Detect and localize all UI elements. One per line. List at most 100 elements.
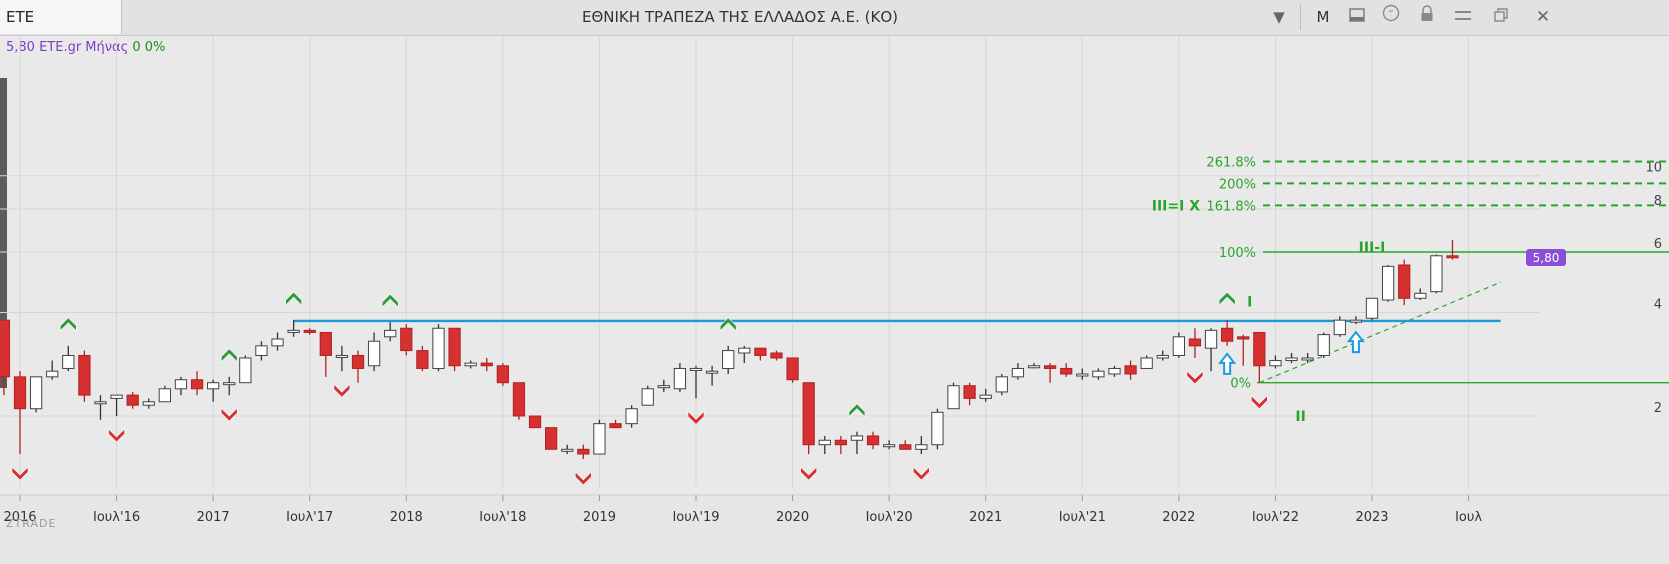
candle-body [802,382,815,446]
candle-body [287,329,300,333]
lock-icon[interactable] [1410,0,1444,34]
candle-body [1285,357,1298,362]
x-tick-label: Ιουλ'21 [1059,510,1106,525]
candle-body [0,319,11,378]
candle-body [1253,331,1266,367]
candle-body [1156,354,1169,359]
price-info: 5,80 ETE.gr Μήνας [6,40,129,55]
x-tick-label: 2017 [197,510,230,525]
fib-level-label: 200% [1219,177,1256,192]
trough-marker-icon [913,466,930,481]
candle-body [126,394,139,406]
candle-body [1027,365,1041,369]
candle-body [850,435,864,441]
candle-body [480,362,493,367]
candle-body [448,327,461,367]
y-tick-label: 10 [1645,161,1662,176]
candle-body [239,357,252,384]
candle-body [335,354,349,358]
peak-marker-icon [848,403,866,418]
x-tick-label: 2021 [969,510,1002,525]
period-button[interactable]: M [1316,8,1330,26]
candle-body [1349,319,1363,323]
candle-body [351,354,365,369]
candle-body [1446,255,1459,259]
candle-body [786,357,799,381]
candle-body [1333,319,1346,336]
peak-marker-icon [59,317,77,332]
fib-trendline [1259,281,1501,384]
scroll-handle[interactable] [0,78,7,388]
candle-body [1414,292,1427,299]
comment-icon[interactable]: ” [1374,0,1408,34]
watermark-logo: ZTRADE [6,517,57,530]
close-icon[interactable]: ✕ [1535,7,1551,27]
fib-level-label: 261.8% [1206,156,1256,171]
candle-body [705,370,719,374]
candle-body [995,376,1008,393]
candle-body [593,423,606,455]
fib-level-label: 0% [1230,377,1251,392]
x-tick-label: 2020 [776,510,809,525]
candle-body [1011,367,1025,378]
candle-body [367,340,381,367]
y-tick-label: 4 [1654,298,1662,313]
toolbar-separator [1300,4,1301,30]
up-arrow-icon [1218,352,1237,375]
info-line: 5,80 ETE.gr Μήνας 0 0% [6,40,165,55]
candle-body [1092,370,1105,378]
candle-body [818,439,831,446]
trough-marker-icon [575,471,592,486]
peak-marker-icon [719,317,737,332]
x-tick-label: Ιουλ'19 [672,510,719,525]
candle-body [738,347,751,354]
price-chart[interactable]: 2016 Ιουλ'16 2017 Ιουλ'17 2018 Ιουλ'18 2019 Ιου… [0,35,1669,564]
chart-title: ΕΘΝΙΚΗ ΤΡΑΠΕΖΑ ΤΗΣ ΕΛΛΑΔΟΣ Α.Ε. (ΚΟ) [582,8,898,26]
candle-body [947,385,960,410]
candle-body [915,444,928,450]
candle-body [1317,334,1330,356]
candle-body [1430,255,1443,293]
candle-body [94,401,107,405]
candle-body [834,439,847,446]
candle-body [319,331,332,356]
dropdown-icon[interactable]: ▼ [1273,8,1285,26]
candle-body [190,379,204,390]
candle-body [1269,360,1282,367]
trough-marker-icon [800,466,817,481]
candle-body [416,350,429,369]
change-info: 0 0% [132,40,166,55]
x-tick-label: Ιουλ'20 [866,510,913,525]
candle-body [1398,264,1411,299]
candle-body [1124,365,1137,375]
candle-body [1237,336,1250,340]
candle-body [207,382,220,390]
candle-body [174,379,188,390]
candle-body [609,423,622,429]
x-tick-label: 2022 [1162,510,1195,525]
candle-body [979,394,992,399]
candle-body [78,354,91,396]
last-price-badge [1526,249,1566,267]
menu-icon[interactable] [1446,0,1480,34]
candle-body [673,367,687,390]
x-tick-label: Ιουλ'16 [93,510,140,525]
x-tick-label: Ιουλ'18 [479,510,526,525]
x-tick-label: 2018 [390,510,423,525]
x-tick-label: 2023 [1355,510,1388,525]
title-bar: ETE ΕΘΝΙΚΗ ΤΡΑΠΕΖΑ ΤΗΣ ΕΛΛΑΔΟΣ Α.Ε. (ΚΟ)… [0,0,1669,36]
candle-body [722,350,735,369]
candle-body [223,382,236,386]
candle-body [512,382,526,417]
trough-marker-icon [11,466,29,481]
minimize-panel-icon[interactable] [1340,0,1374,34]
svg-text:”: ” [1388,9,1393,20]
symbol-input[interactable]: ETE [0,0,122,34]
candle-body [883,444,896,448]
restore-icon[interactable] [1484,0,1518,34]
candle-body [1108,367,1121,375]
candle-body [689,367,703,371]
wave-annotation: I [1247,295,1252,311]
trough-marker-icon [1186,370,1204,385]
candle-body [1060,367,1073,375]
